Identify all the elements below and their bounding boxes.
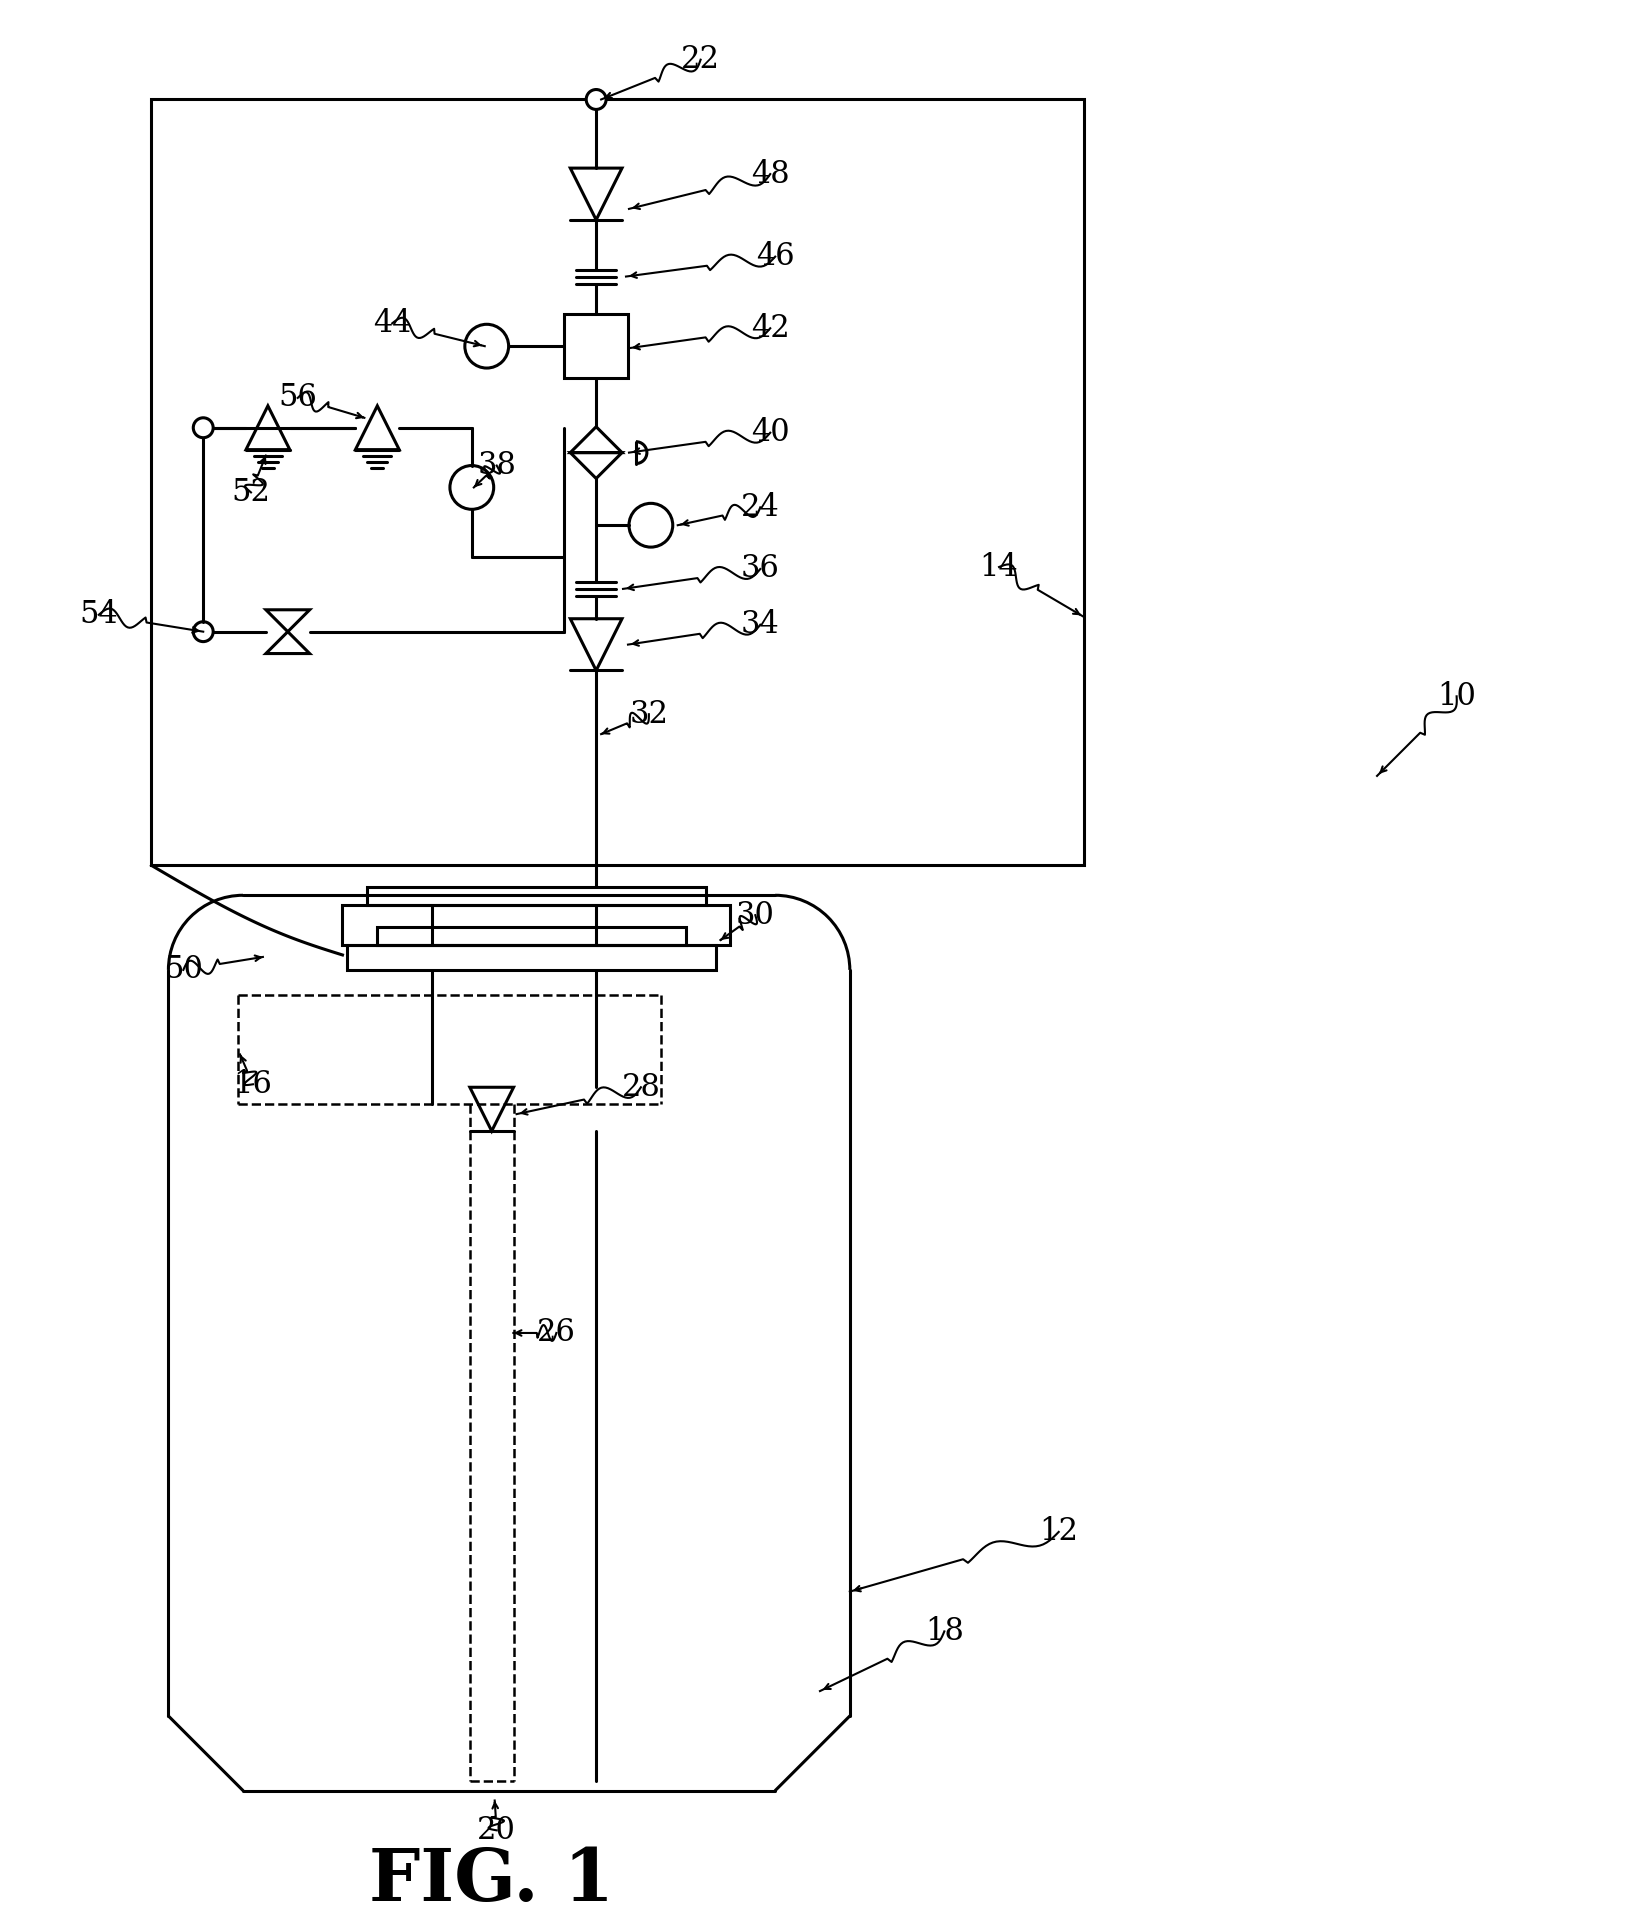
Text: 44: 44 xyxy=(373,308,411,338)
Text: 10: 10 xyxy=(1438,681,1477,712)
Text: 42: 42 xyxy=(751,313,789,344)
Text: 48: 48 xyxy=(751,158,789,190)
Circle shape xyxy=(629,504,673,548)
Text: 52: 52 xyxy=(231,477,271,508)
Text: 28: 28 xyxy=(621,1071,660,1102)
Text: 32: 32 xyxy=(629,698,668,729)
Circle shape xyxy=(465,325,509,367)
Bar xyxy=(377,927,686,944)
Text: 40: 40 xyxy=(751,417,789,448)
Circle shape xyxy=(450,465,494,510)
Text: 16: 16 xyxy=(233,1069,272,1100)
Text: 50: 50 xyxy=(165,954,202,985)
Bar xyxy=(347,944,716,969)
Text: 34: 34 xyxy=(742,610,779,640)
Bar xyxy=(564,313,628,379)
Text: 38: 38 xyxy=(478,450,517,481)
Text: 56: 56 xyxy=(279,383,318,413)
Text: FIG. 1: FIG. 1 xyxy=(370,1844,615,1915)
Text: 14: 14 xyxy=(980,552,1019,583)
Bar xyxy=(342,906,730,944)
Text: 26: 26 xyxy=(536,1317,575,1348)
Circle shape xyxy=(194,417,214,438)
Circle shape xyxy=(587,90,606,110)
Text: 54: 54 xyxy=(80,600,117,631)
Bar xyxy=(367,887,706,906)
Text: 22: 22 xyxy=(681,44,720,75)
Text: 20: 20 xyxy=(478,1815,517,1846)
Text: 46: 46 xyxy=(756,240,794,273)
Text: 12: 12 xyxy=(1040,1517,1077,1548)
Bar xyxy=(152,100,1084,865)
Text: 30: 30 xyxy=(735,900,774,931)
Text: 18: 18 xyxy=(924,1615,963,1646)
Text: 24: 24 xyxy=(742,492,779,523)
Circle shape xyxy=(194,621,214,642)
Text: 36: 36 xyxy=(742,554,779,585)
